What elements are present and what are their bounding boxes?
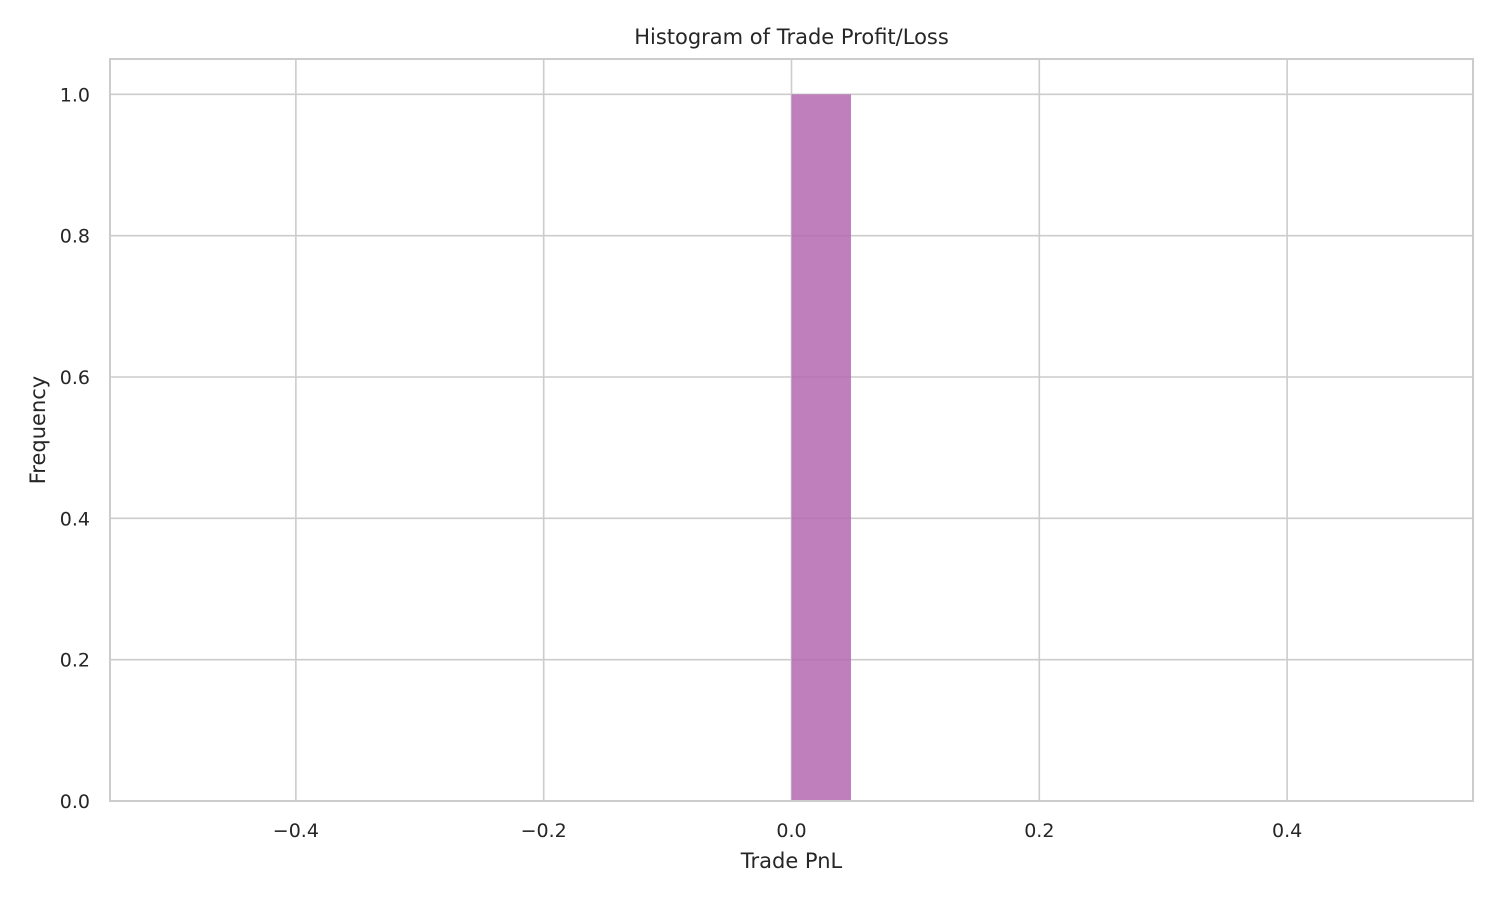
x-tick-label: −0.2 xyxy=(521,820,567,842)
y-tick-label: 0.2 xyxy=(60,650,90,672)
y-tick-label: 0.6 xyxy=(60,367,90,389)
x-tick-label: −0.4 xyxy=(273,820,319,842)
x-axis-label: Trade PnL xyxy=(740,849,843,873)
plot-frame xyxy=(109,58,1474,802)
histogram-bar xyxy=(791,94,851,802)
x-tick-label: 0.0 xyxy=(776,820,806,842)
y-axis-label: Frequency xyxy=(26,376,50,485)
x-tick-label: 0.4 xyxy=(1272,820,1302,842)
y-tick-label: 0.4 xyxy=(60,508,90,530)
y-tick-label: 1.0 xyxy=(60,84,90,106)
x-tick-labels: −0.4 −0.2 0.0 0.2 0.4 xyxy=(273,820,1302,842)
y-tick-label: 0.0 xyxy=(60,791,90,813)
bar-layer xyxy=(791,94,851,802)
chart-title: Histogram of Trade Profit/Loss xyxy=(634,25,949,49)
y-tick-labels: 0.0 0.2 0.4 0.6 0.8 1.0 xyxy=(60,84,90,813)
x-tick-label: 0.2 xyxy=(1024,820,1054,842)
y-tick-label: 0.8 xyxy=(60,226,90,248)
